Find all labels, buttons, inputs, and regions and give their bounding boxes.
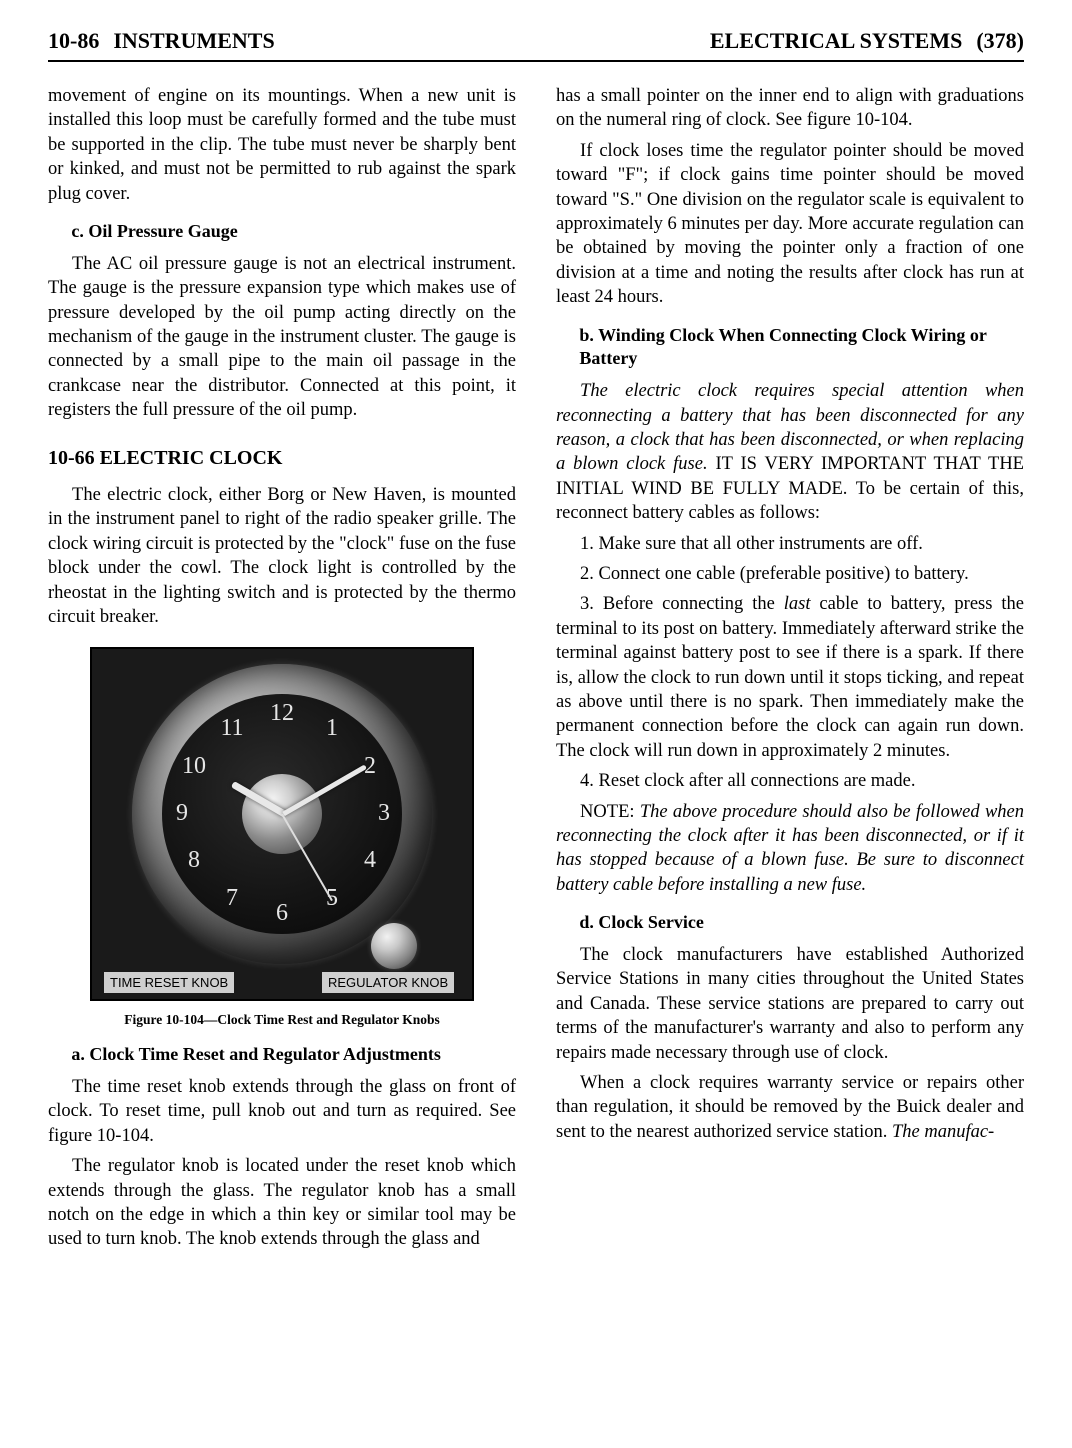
clock-photo: 12 1 2 3 4 5 6 7 8 9 10 11 [90, 647, 474, 1001]
numeral-1: 1 [326, 714, 338, 746]
body-text: The time reset knob extends through the … [48, 1075, 516, 1148]
body-text: has a small pointer on the inner end to … [556, 84, 1024, 133]
subhead-clock-time-reset: a. Clock Time Reset and Regulator Adjust… [71, 1043, 516, 1067]
list-item: 1. Make sure that all other instruments … [556, 532, 1024, 556]
numeral-3: 3 [378, 799, 390, 831]
numeral-4: 4 [364, 846, 376, 878]
numeral-8: 8 [188, 846, 200, 878]
body-text: cable to battery, press the terminal to … [556, 594, 1024, 760]
numeral-10: 10 [182, 752, 206, 784]
note-text: NOTE: The above procedure should also be… [556, 800, 1024, 898]
page-number-left: 10-86 [48, 28, 99, 54]
page-header: 10-86 INSTRUMENTS ELECTRICAL SYSTEMS (37… [48, 28, 1024, 54]
section-title-left: INSTRUMENTS [113, 28, 274, 54]
body-text: movement of engine on its mountings. Whe… [48, 84, 516, 206]
header-right: ELECTRICAL SYSTEMS (378) [710, 28, 1024, 54]
regulator-knob [371, 923, 417, 969]
left-column: movement of engine on its mountings. Whe… [48, 84, 516, 1258]
body-text: The clock manufacturers have established… [556, 943, 1024, 1065]
numeral-6: 6 [276, 899, 288, 931]
subhead-clock-service: d. Clock Service [579, 911, 1024, 935]
numeral-12: 12 [270, 699, 294, 731]
body-text: The AC oil pressure gauge is not an elec… [48, 252, 516, 423]
subhead-oil-pressure: c. Oil Pressure Gauge [71, 220, 516, 244]
section-head-electric-clock: 10-66 ELECTRIC CLOCK [48, 445, 516, 471]
page: 10-86 INSTRUMENTS ELECTRICAL SYSTEMS (37… [0, 0, 1072, 1298]
body-text: The electric clock, either Borg or New H… [48, 483, 516, 629]
body-text-italic: The manufac- [892, 1122, 994, 1142]
subhead-winding-clock: b. Winding Clock When Connecting Clock W… [579, 324, 1024, 372]
figure-clock: 12 1 2 3 4 5 6 7 8 9 10 11 [48, 647, 516, 1001]
figure-label-time-reset: TIME RESET KNOB [104, 972, 234, 993]
body-text: The electric clock requires special atte… [556, 379, 1024, 525]
columns: movement of engine on its mountings. Whe… [48, 84, 1024, 1258]
list-item: 4. Reset clock after all connections are… [556, 769, 1024, 793]
body-text: If clock loses time the regulator pointe… [556, 139, 1024, 310]
note-label: NOTE: [580, 802, 640, 822]
figure-caption: Figure 10-104—Clock Time Rest and Regula… [48, 1011, 516, 1029]
body-text: 3. Before connecting the [580, 594, 784, 614]
figure-label-regulator: REGULATOR KNOB [322, 972, 454, 993]
numeral-9: 9 [176, 799, 188, 831]
list-item: 3. Before connecting the last cable to b… [556, 592, 1024, 763]
body-text-italic: last [784, 594, 811, 614]
header-rule [48, 60, 1024, 62]
body-text: The regulator knob is located under the … [48, 1154, 516, 1252]
body-text: When a clock requires warranty service o… [556, 1071, 1024, 1144]
right-column: has a small pointer on the inner end to … [556, 84, 1024, 1258]
numeral-11: 11 [220, 714, 243, 746]
page-ref-right: (378) [976, 28, 1024, 54]
section-title-right: ELECTRICAL SYSTEMS [710, 28, 962, 54]
list-item: 2. Connect one cable (preferable positiv… [556, 562, 1024, 586]
header-left: 10-86 INSTRUMENTS [48, 28, 275, 54]
numeral-7: 7 [226, 884, 238, 916]
